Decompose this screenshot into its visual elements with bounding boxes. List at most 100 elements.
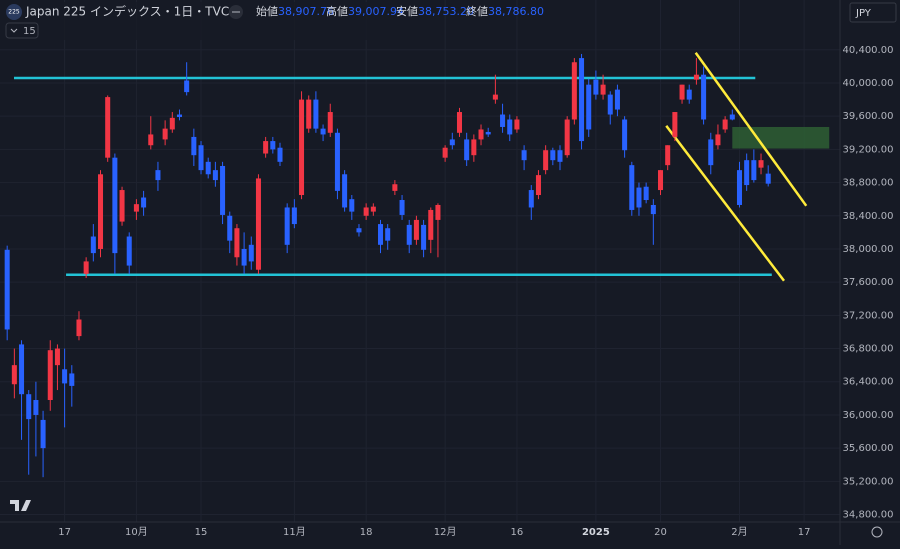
- x-tick-label: 15: [195, 527, 208, 538]
- x-tick-label: 17: [798, 527, 811, 538]
- candle-body: [744, 160, 750, 186]
- candle-body: [607, 94, 613, 115]
- candle-body: [98, 174, 104, 249]
- interval-badge: 15: [23, 26, 36, 37]
- y-tick-label: 40,400.00: [843, 45, 894, 56]
- candle-body: [47, 350, 53, 401]
- candle-body: [342, 174, 348, 208]
- candle-body: [571, 62, 577, 120]
- candle-body: [528, 190, 534, 208]
- candle-body: [327, 112, 333, 133]
- x-tick-label: 18: [360, 527, 373, 538]
- candle-body: [184, 80, 190, 93]
- candle-body: [227, 215, 233, 241]
- currency: JPY: [855, 8, 872, 19]
- y-tick-label: 39,600.00: [843, 111, 894, 122]
- candle-body: [83, 261, 89, 274]
- candle-body: [19, 344, 25, 395]
- candle-body: [442, 147, 448, 158]
- candle-body: [406, 224, 412, 245]
- candle-body: [557, 150, 563, 162]
- candle-body: [119, 190, 125, 222]
- candle-body: [54, 348, 60, 366]
- candle-body: [76, 319, 82, 337]
- y-tick-label: 37,200.00: [843, 310, 894, 321]
- x-tick-label: 12月: [434, 526, 457, 538]
- ohlc-value: 39,007.94: [348, 5, 404, 18]
- candle-body: [478, 129, 484, 140]
- candle-body: [126, 236, 132, 266]
- x-tick-label: 16: [511, 527, 524, 538]
- candle-body: [234, 228, 240, 258]
- candle-body: [514, 119, 520, 130]
- candle-body: [148, 134, 154, 146]
- logo-shape: [10, 500, 31, 511]
- y-tick-label: 35,600.00: [843, 443, 894, 454]
- candle-body: [650, 204, 656, 215]
- ohlc-label: 終値: [466, 4, 488, 18]
- candle-body: [550, 150, 556, 161]
- candle-body: [643, 186, 649, 201]
- candle-body: [729, 114, 735, 120]
- candle-body: [636, 187, 642, 208]
- candle-body: [693, 74, 699, 80]
- candle-body: [507, 119, 513, 135]
- candle-body: [155, 170, 161, 181]
- interval-box[interactable]: [5, 22, 39, 39]
- candle-body: [758, 160, 764, 168]
- candle-body: [672, 112, 678, 137]
- candle-body: [622, 119, 628, 151]
- candle-body: [593, 79, 599, 95]
- candle-body: [370, 206, 376, 212]
- y-tick-label: 39,200.00: [843, 144, 894, 155]
- candle-body: [535, 175, 541, 196]
- symbol-icon: [6, 4, 22, 20]
- trend-line: [665, 125, 785, 282]
- axes: 34,800.00 35,200.00 35,600.00 36,000.00 36,4…: [58, 45, 893, 538]
- y-tick-label: 36,800.00: [843, 344, 894, 355]
- candle-body: [33, 400, 39, 415]
- candle-body: [686, 89, 692, 100]
- candle-body: [492, 94, 498, 100]
- candle-body: [464, 139, 470, 161]
- candle-body: [26, 394, 32, 420]
- candle-body: [421, 224, 427, 250]
- currency-box[interactable]: [849, 2, 897, 23]
- candle-body: [105, 97, 111, 158]
- candle-body: [241, 248, 247, 266]
- settings-icon[interactable]: [871, 526, 883, 538]
- candle-body: [40, 419, 46, 449]
- candle-body: [765, 173, 771, 184]
- y-tick-label: 34,800.00: [843, 510, 894, 521]
- x-tick-label: 17: [58, 527, 71, 538]
- candle-body: [191, 136, 197, 156]
- candle-body: [435, 204, 441, 220]
- legend-bg: [2, 2, 432, 40]
- candle-body: [399, 200, 405, 215]
- candle-body: [212, 170, 218, 181]
- x-tick-label: 11月: [283, 526, 306, 538]
- candle-body: [722, 119, 728, 130]
- candle-body: [449, 139, 455, 146]
- candle-body: [133, 204, 139, 212]
- y-tick-label: 35,200.00: [843, 476, 894, 487]
- y-tick-label: 36,000.00: [843, 410, 894, 421]
- chevron: [10, 28, 18, 33]
- zone: [732, 126, 830, 149]
- candle-body: [291, 207, 297, 225]
- plot: [4, 53, 771, 478]
- ohlc-value: 38,786.80: [488, 5, 544, 18]
- candle-body: [751, 160, 757, 181]
- x-tick-label: 2025: [582, 527, 610, 538]
- candle-body: [679, 84, 685, 100]
- trend-line: [694, 52, 808, 207]
- candle-body: [299, 99, 305, 196]
- candle-body: [11, 365, 17, 385]
- candle-body: [614, 89, 620, 110]
- ohlc-label: 高値: [326, 4, 348, 18]
- candle-body: [263, 141, 269, 154]
- candle-body: [586, 84, 592, 130]
